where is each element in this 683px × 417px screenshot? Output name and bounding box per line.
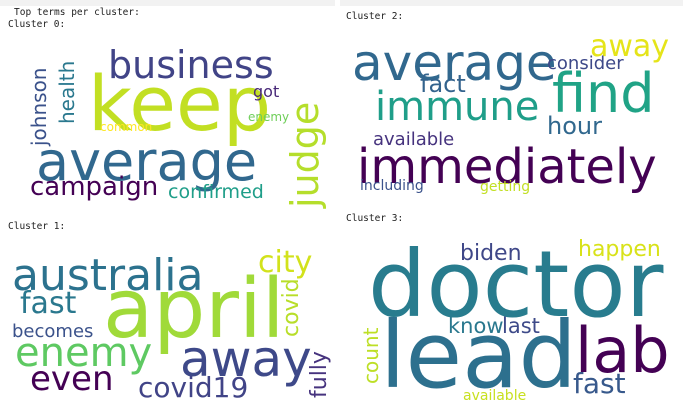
cloud-word: getting <box>480 179 530 195</box>
cell-strip <box>340 0 683 6</box>
cloud-word: covid19 <box>138 371 248 404</box>
cloud-word: covid <box>279 278 304 337</box>
cloud-word: immediately <box>357 139 657 195</box>
cloud-word: confirmed <box>168 181 264 203</box>
cloud-word: campaign <box>30 172 158 202</box>
cloud-word: johnson <box>27 68 51 147</box>
header-text: Top terms per cluster: <box>14 7 140 18</box>
cloud-word: common <box>100 120 152 134</box>
cloud-word: fast <box>573 367 626 400</box>
cloud-word: enemy <box>248 110 289 124</box>
cloud-word: count <box>359 327 383 384</box>
cloud-word: australia <box>12 250 204 301</box>
cluster-label: Cluster 3: <box>346 213 403 224</box>
cluster-label: Cluster 2: <box>346 11 403 22</box>
cloud-word: available <box>373 129 454 150</box>
cloud-word: got <box>253 82 279 101</box>
cloud-word: keep <box>88 59 271 148</box>
cloud-word: away <box>180 330 312 388</box>
cloud-word: biden <box>460 241 522 266</box>
cloud-word: even <box>30 359 114 399</box>
cloud-word: becomes <box>12 321 93 342</box>
cloud-word: hour <box>547 112 602 140</box>
cloud-word: average <box>36 130 257 193</box>
cloud-word: happen <box>578 237 661 262</box>
cell-strip <box>0 0 335 6</box>
cloud-word: business <box>108 43 274 87</box>
cloud-word: enemy <box>15 330 152 376</box>
cloud-word: available <box>463 388 526 404</box>
cloud-word: lead <box>380 302 577 409</box>
cloud-word: city <box>258 245 312 280</box>
cloud-word: fully <box>307 351 332 398</box>
cluster-label: Cluster 1: <box>8 221 65 232</box>
cloud-word: immune <box>375 84 539 130</box>
cloud-word: last <box>502 314 540 338</box>
cloud-word: health <box>55 61 79 124</box>
cloud-word: away <box>590 29 669 64</box>
cloud-word: know <box>448 314 504 338</box>
cloud-word: fast <box>20 286 77 321</box>
cloud-word: april <box>103 262 285 357</box>
cloud-word: doctor <box>368 231 664 338</box>
cloud-word: judge <box>283 102 327 209</box>
cloud-word: including <box>360 178 424 194</box>
cloud-word: average <box>352 34 557 92</box>
cloud-word: lab <box>575 314 670 387</box>
cluster-label: Cluster 0: <box>8 19 65 30</box>
cloud-word: consider <box>547 53 624 74</box>
cloud-word: find <box>552 62 655 125</box>
cloud-word: fact <box>420 70 466 98</box>
